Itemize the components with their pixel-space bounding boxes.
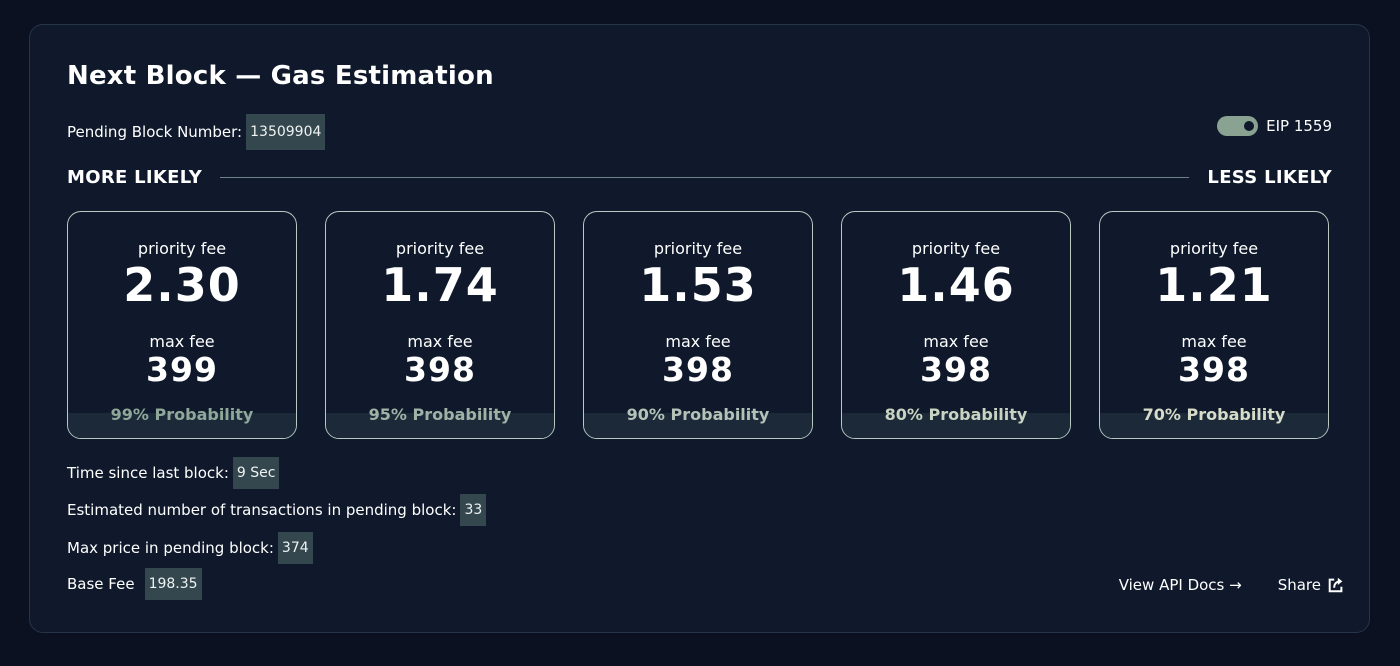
pending-block-row: Pending Block Number: 13509904: [67, 114, 326, 150]
share-icon: [1328, 577, 1343, 593]
priority-fee-value: 1.53: [639, 258, 757, 312]
max-fee-label: max fee: [1181, 332, 1247, 351]
more-likely-label: MORE LIKELY: [67, 167, 203, 188]
estimate-card: priority fee 1.74 max fee 398 95% Probab…: [325, 211, 555, 439]
gas-estimation-panel: Next Block — Gas Estimation Pending Bloc…: [29, 24, 1370, 633]
probability-label: 99% Probability: [110, 405, 254, 424]
estimate-card: priority fee 1.53 max fee 398 90% Probab…: [583, 211, 813, 439]
priority-fee-label: priority fee: [1169, 239, 1259, 258]
priority-fee-label: priority fee: [653, 239, 743, 258]
max-fee-value: 398: [1178, 350, 1250, 389]
tx-count-value: 33: [460, 494, 487, 526]
estimate-card: priority fee 2.30 max fee 399 99% Probab…: [67, 211, 297, 439]
probability-footer: 80% Probability: [842, 407, 1070, 438]
probability-label: 90% Probability: [626, 405, 770, 424]
footer-links: View API Docs → Share: [1119, 576, 1345, 594]
probability-label: 95% Probability: [368, 405, 512, 424]
share-button[interactable]: Share: [1278, 576, 1345, 594]
probability-footer: 95% Probability: [326, 407, 554, 438]
eip-label: EIP 1559: [1266, 117, 1332, 135]
time-since-last-block-row: Time since last block: 9 Sec: [67, 457, 280, 489]
likelihood-divider: [220, 177, 1190, 178]
priority-fee-label: priority fee: [911, 239, 1001, 258]
probability-label: 80% Probability: [884, 405, 1028, 424]
probability-footer: 99% Probability: [68, 407, 296, 438]
max-fee-value: 398: [662, 350, 734, 389]
pending-block-value: 13509904: [246, 114, 326, 150]
tx-count-row: Estimated number of transactions in pend…: [67, 494, 487, 526]
priority-fee-value: 1.46: [897, 258, 1015, 312]
base-fee-row: Base Fee 198.35: [67, 568, 202, 600]
toggle-knob: [1244, 121, 1255, 131]
priority-fee-label: priority fee: [137, 239, 227, 258]
time-since-label: Time since last block:: [67, 464, 229, 482]
max-price-value: 374: [277, 532, 313, 564]
base-fee-label: Base Fee: [67, 575, 135, 593]
max-fee-label: max fee: [923, 332, 989, 351]
time-since-value: 9 Sec: [232, 457, 280, 489]
max-fee-label: max fee: [665, 332, 731, 351]
view-api-docs-link[interactable]: View API Docs →: [1119, 576, 1242, 594]
pending-block-label: Pending Block Number:: [67, 123, 243, 141]
max-fee-label: max fee: [149, 332, 215, 351]
likelihood-scale: MORE LIKELY LESS LIKELY: [67, 167, 1332, 188]
estimate-card: priority fee 1.46 max fee 398 80% Probab…: [841, 211, 1071, 439]
max-price-label: Max price in pending block:: [67, 539, 274, 557]
page-title: Next Block — Gas Estimation: [67, 61, 494, 91]
probability-footer: 90% Probability: [584, 407, 812, 438]
priority-fee-value: 2.30: [123, 258, 241, 312]
toggle-icon[interactable]: [1217, 116, 1259, 136]
priority-fee-label: priority fee: [395, 239, 485, 258]
probability-footer: 70% Probability: [1100, 407, 1328, 438]
less-likely-label: LESS LIKELY: [1207, 167, 1332, 188]
tx-count-label: Estimated number of transactions in pend…: [67, 501, 457, 519]
max-fee-label: max fee: [407, 332, 473, 351]
max-fee-value: 398: [404, 350, 476, 389]
estimate-cards: priority fee 2.30 max fee 399 99% Probab…: [67, 211, 1329, 439]
eip-1559-toggle[interactable]: EIP 1559: [1217, 116, 1332, 136]
max-fee-value: 398: [920, 350, 992, 389]
share-label: Share: [1277, 576, 1321, 594]
max-fee-value: 399: [146, 350, 218, 389]
max-price-row: Max price in pending block: 374: [67, 532, 313, 564]
base-fee-value: 198.35: [144, 568, 202, 600]
estimate-card: priority fee 1.21 max fee 398 70% Probab…: [1099, 211, 1329, 439]
probability-label: 70% Probability: [1142, 405, 1286, 424]
priority-fee-value: 1.21: [1155, 258, 1273, 312]
priority-fee-value: 1.74: [381, 258, 499, 312]
view-api-docs-label: View API Docs →: [1118, 576, 1242, 594]
